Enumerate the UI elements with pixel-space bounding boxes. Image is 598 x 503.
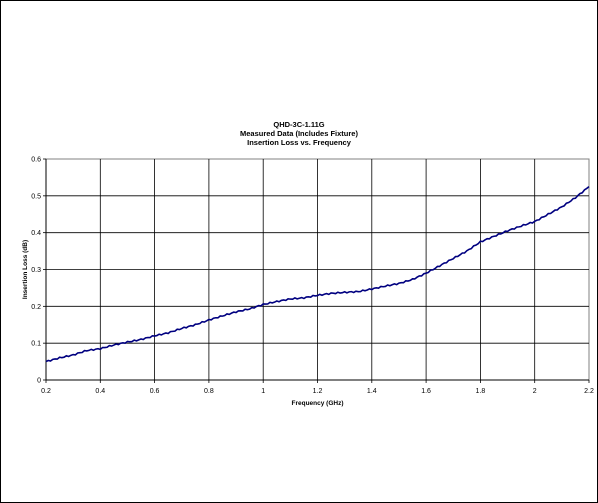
chart-subtitle: Measured Data (Includes Fixture) xyxy=(240,129,358,138)
x-tick-label: 1 xyxy=(261,388,265,395)
x-tick-label: 2 xyxy=(533,388,537,395)
x-tick-label: 1.6 xyxy=(421,388,431,395)
y-tick-label: 0.3 xyxy=(31,267,41,274)
y-tick-label: 0.5 xyxy=(31,193,41,200)
y-tick-label: 0.4 xyxy=(31,230,41,237)
x-tick-label: 2.2 xyxy=(584,388,594,395)
x-tick-label: 0.8 xyxy=(204,388,214,395)
x-tick-label: 0.6 xyxy=(150,388,160,395)
x-axis-label: Frequency (GHz) xyxy=(291,400,343,407)
x-tick-label: 1.8 xyxy=(476,388,486,395)
chart-title: QHD-3C-1.11G xyxy=(273,120,325,129)
x-tick-labels: 0.2 0.4 0.6 0.8 1 1.2 1.4 1.6 1.8 2 2.2 xyxy=(41,388,594,395)
y-tick-label: 0 xyxy=(37,378,41,385)
x-tick-label: 0.4 xyxy=(95,388,105,395)
series-line xyxy=(45,185,590,363)
y-tick-labels: 0 0.1 0.2 0.3 0.4 0.5 0.6 xyxy=(31,157,41,385)
chart-subtitle-2: Insertion Loss vs. Frequency xyxy=(247,138,351,147)
y-axis-label: Insertion Loss (dB) xyxy=(22,240,29,299)
y-tick-label: 0.2 xyxy=(31,304,41,311)
x-tick-label: 1.2 xyxy=(313,388,323,395)
grid-lines xyxy=(46,159,589,380)
axes xyxy=(43,158,590,383)
x-tick-label: 0.2 xyxy=(41,388,51,395)
y-tick-label: 0.1 xyxy=(31,341,41,348)
x-tick-label: 1.4 xyxy=(367,388,377,395)
y-tick-label: 0.6 xyxy=(31,157,41,164)
